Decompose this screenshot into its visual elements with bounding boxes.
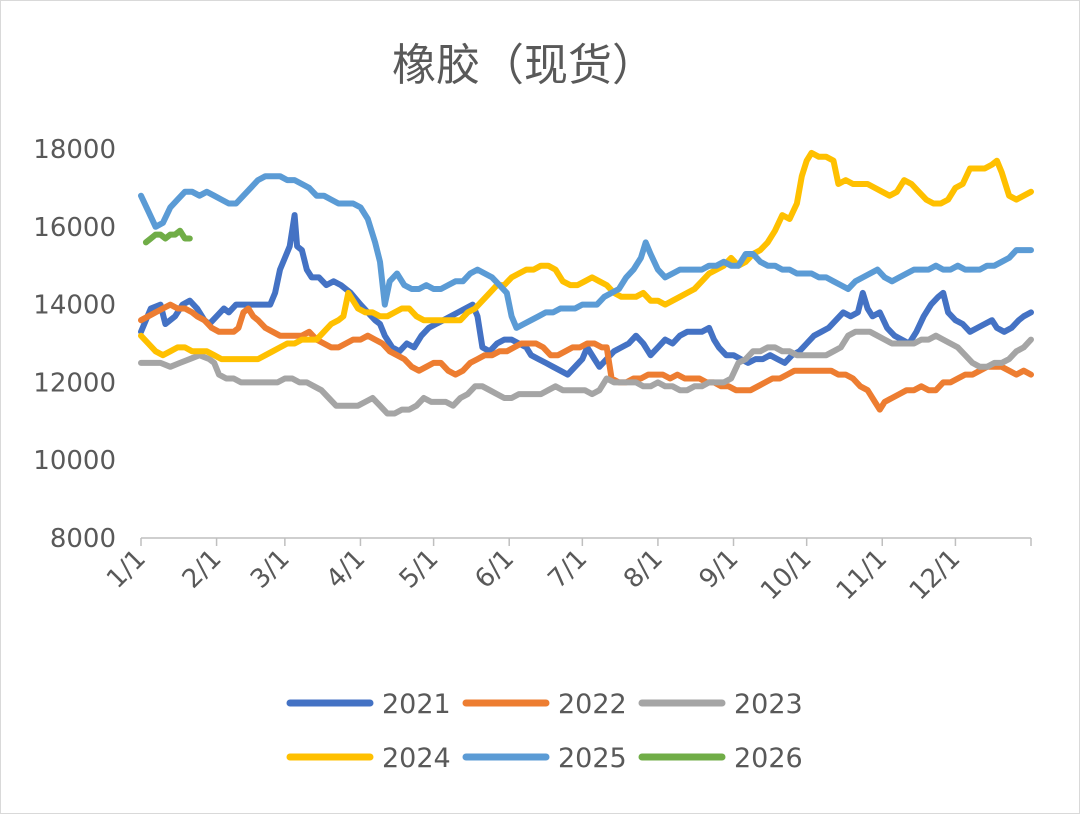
- series-line-2021: [138, 212, 1034, 378]
- y-tick-label: 16000: [33, 213, 116, 243]
- x-tick-label: 2/1: [177, 544, 228, 595]
- y-tick-label: 18000: [33, 135, 116, 165]
- y-tick-label: 8000: [50, 524, 116, 554]
- legend: 2021 2022 2023 2024 2025 2026: [286, 689, 803, 774]
- y-tick-label: 12000: [33, 368, 116, 398]
- chart-title: 橡胶（现货）: [392, 40, 656, 91]
- x-tick-label: 10/1: [755, 544, 818, 607]
- series-line-2023: [138, 328, 1034, 417]
- x-tick-label: 7/1: [542, 544, 593, 595]
- legend-label-2021: 2021: [382, 689, 451, 720]
- series-line-2026: [142, 227, 193, 246]
- x-tick-label: 8/1: [618, 544, 669, 595]
- y-tick-label: 14000: [33, 291, 116, 321]
- legend-label-2025: 2025: [558, 743, 627, 774]
- series-line-2022: [138, 301, 1034, 413]
- legend-label-2023: 2023: [734, 689, 803, 720]
- x-tick-label: 12/1: [904, 544, 967, 607]
- series-line-2025: [138, 173, 1034, 331]
- legend-label-2022: 2022: [558, 689, 627, 720]
- x-tick-label: 4/1: [321, 544, 372, 595]
- series-lines: [138, 149, 1034, 417]
- x-axis: 1/1 2/1 3/1 4/1 5/1 6/1 7/1 8/1 9/1 10/1 11/1 12/1: [101, 537, 1032, 607]
- x-tick-label: 5/1: [394, 544, 445, 595]
- x-tick-label: 9/1: [694, 544, 745, 595]
- y-axis: 8000 10000 12000 14000 16000 18000: [33, 135, 116, 554]
- y-tick-label: 10000: [33, 446, 116, 476]
- series-line-2024: [138, 149, 1034, 363]
- x-tick-label: 11/1: [831, 544, 894, 607]
- x-tick-label: 6/1: [469, 544, 520, 595]
- legend-label-2024: 2024: [382, 743, 451, 774]
- legend-label-2026: 2026: [734, 743, 803, 774]
- x-tick-label: 3/1: [245, 544, 296, 595]
